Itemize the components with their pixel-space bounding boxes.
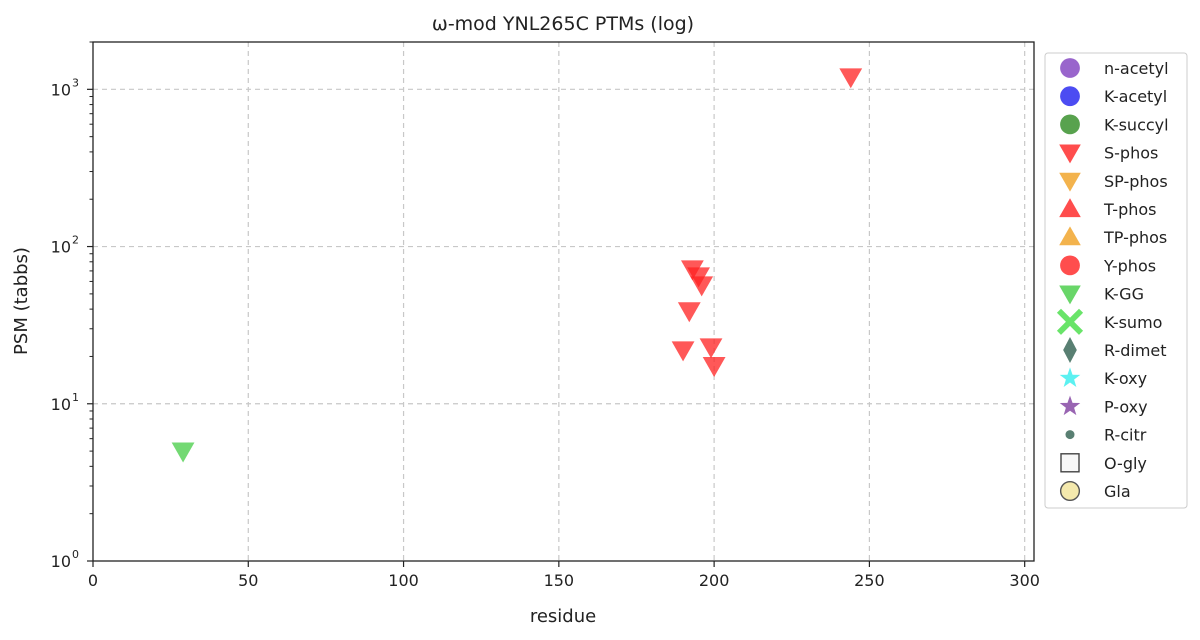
legend-marker-k-succyl bbox=[1060, 114, 1080, 135]
x-tick-label: 250 bbox=[854, 571, 885, 590]
legend-label: SP-phos bbox=[1104, 172, 1168, 191]
legend-label: P-oxy bbox=[1104, 397, 1148, 416]
x-tick-label: 300 bbox=[1009, 571, 1040, 590]
data-points bbox=[171, 68, 863, 463]
y-axis-title: PSM (tabbs) bbox=[11, 247, 32, 355]
legend-marker-p-oxy bbox=[1059, 395, 1081, 416]
x-tick-label: 50 bbox=[238, 571, 258, 590]
y-tick-label: 10 bbox=[51, 395, 71, 414]
legend-marker-sp-phos bbox=[1059, 172, 1081, 192]
y-tick-exponent: 2 bbox=[72, 234, 79, 247]
y-tick-exponent: 0 bbox=[72, 548, 79, 561]
legend-marker-tp-phos bbox=[1059, 226, 1081, 246]
legend-label: S-phos bbox=[1104, 144, 1158, 163]
data-point-s-phos bbox=[690, 276, 714, 297]
y-tick-label: 10 bbox=[51, 238, 71, 257]
y-tick-label: 10 bbox=[51, 552, 71, 571]
legend-marker-gla bbox=[1059, 480, 1081, 502]
legend-marker-k-oxy bbox=[1059, 367, 1081, 387]
legend-label: TP-phos bbox=[1103, 228, 1167, 247]
legend-label: K-succyl bbox=[1104, 115, 1169, 134]
legend-label: Y-phos bbox=[1103, 256, 1156, 275]
legend-label: R-citr bbox=[1104, 426, 1147, 445]
legend-marker-k-acetyl bbox=[1060, 86, 1080, 107]
plot-frame bbox=[92, 41, 1035, 562]
x-tick-label: 200 bbox=[699, 571, 730, 590]
legend-label: T-phos bbox=[1103, 200, 1157, 219]
legend-marker-y-phos bbox=[1060, 255, 1080, 276]
legend-marker-t-phos bbox=[1059, 198, 1081, 218]
data-point-s-phos bbox=[702, 357, 726, 377]
legend-label: n-acetyl bbox=[1104, 59, 1169, 78]
grid-lines bbox=[93, 42, 1034, 561]
legend-label: R-dimet bbox=[1104, 341, 1167, 360]
data-point-s-phos bbox=[839, 68, 863, 89]
legend-label: K-GG bbox=[1104, 285, 1144, 304]
x-axis-title: residue bbox=[530, 606, 596, 627]
x-tick-label: 150 bbox=[544, 571, 575, 590]
data-point-k-gg bbox=[171, 442, 195, 463]
plot-background bbox=[93, 42, 1034, 561]
legend-label: K-sumo bbox=[1104, 313, 1162, 332]
legend-marker-r-dimet bbox=[1063, 337, 1077, 363]
legend-label: K-oxy bbox=[1104, 369, 1147, 388]
data-point-s-phos bbox=[677, 302, 701, 323]
legend-marker-r-citr bbox=[1065, 430, 1075, 440]
legend-marker-k-sumo bbox=[1056, 308, 1084, 335]
y-tick-exponent: 3 bbox=[72, 76, 79, 89]
legend: n-acetyl K-acetyl K-succyl S-phos SP-phos T-p… bbox=[1044, 52, 1188, 509]
y-tick-label: 10 bbox=[51, 80, 71, 99]
legend-marker-s-phos bbox=[1059, 144, 1081, 164]
legend-marker-k-gg bbox=[1059, 285, 1081, 305]
x-axis-ticks: 0 50 100 150 200 250 300 bbox=[88, 561, 1040, 590]
chart-title: ω-mod YNL265C PTMs (log) bbox=[432, 13, 694, 35]
data-point-s-phos bbox=[671, 341, 695, 362]
legend-box bbox=[1044, 52, 1188, 509]
legend-label: K-acetyl bbox=[1104, 87, 1167, 106]
legend-marker-n-acetyl bbox=[1060, 58, 1080, 78]
legend-label: O-gly bbox=[1104, 454, 1147, 473]
x-tick-label: 100 bbox=[388, 571, 419, 590]
legend-label: Gla bbox=[1104, 482, 1131, 501]
x-tick-label: 0 bbox=[88, 571, 98, 590]
legend-marker-o-gly bbox=[1060, 453, 1080, 473]
y-tick-exponent: 1 bbox=[72, 391, 79, 404]
data-point-s-phos bbox=[699, 338, 723, 359]
